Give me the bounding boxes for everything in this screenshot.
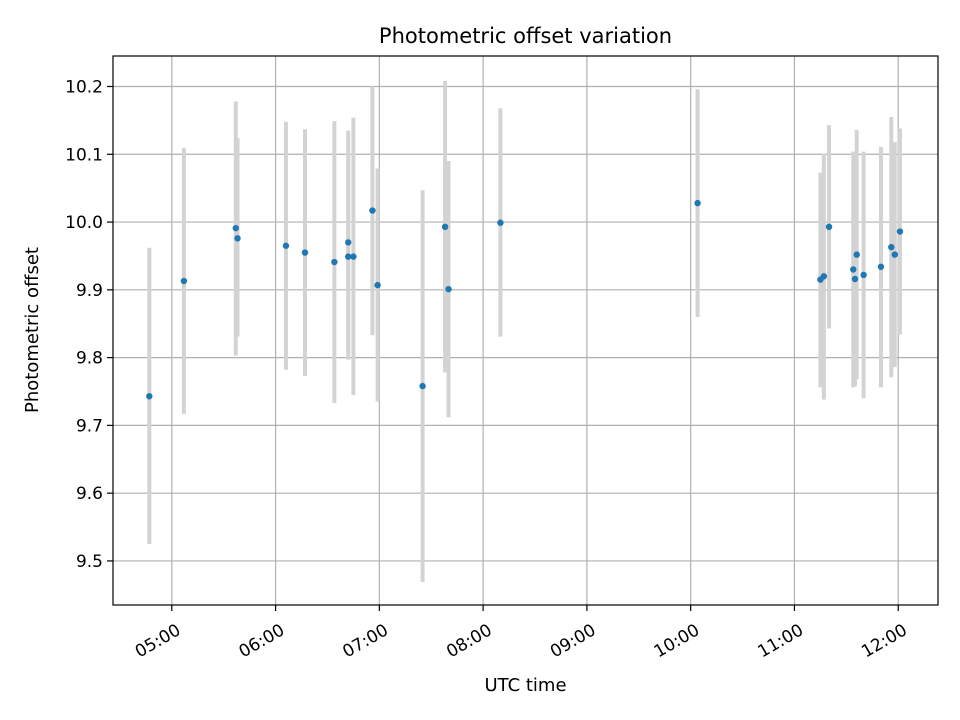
data-point xyxy=(850,266,857,273)
data-point xyxy=(374,281,381,289)
data-point xyxy=(860,271,867,279)
y-tick-label: 10.1 xyxy=(65,145,103,165)
y-axis-title: Photometric offset xyxy=(22,247,43,413)
data-point xyxy=(345,239,352,246)
y-tick-label: 9.8 xyxy=(76,349,103,369)
y-tick-label: 10.0 xyxy=(65,213,103,233)
plot-frame xyxy=(112,55,939,606)
data-point xyxy=(146,393,153,400)
data-point xyxy=(369,207,376,214)
data-point xyxy=(445,285,452,293)
data-point xyxy=(331,258,338,266)
y-tick-label: 10.2 xyxy=(65,78,103,98)
data-point xyxy=(441,223,449,230)
data-point xyxy=(419,382,426,390)
data-point xyxy=(888,243,895,251)
data-point xyxy=(232,224,239,232)
data-point xyxy=(851,275,859,283)
y-tick-label: 9.9 xyxy=(76,281,103,301)
data-point xyxy=(497,219,504,226)
y-tick-label: 9.6 xyxy=(76,484,103,504)
data-point xyxy=(825,223,833,230)
data-point xyxy=(820,273,828,280)
y-axis: 9.5 9.6 9.7 9.8 9.9 10.0 10.1 10.2 xyxy=(65,78,113,572)
y-tick-label: 9.5 xyxy=(76,552,103,572)
data-point xyxy=(891,251,898,258)
data-point xyxy=(301,249,309,256)
chart-title: Photometric offset variation xyxy=(379,24,672,48)
data-point xyxy=(877,263,885,270)
data-point xyxy=(350,253,357,260)
data-point xyxy=(345,253,352,260)
data-points xyxy=(146,199,904,400)
data-point xyxy=(853,251,860,258)
x-axis-title: UTC time xyxy=(484,675,566,696)
data-point xyxy=(896,228,904,235)
y-tick-label: 9.7 xyxy=(76,416,103,436)
data-point xyxy=(694,199,701,207)
grid xyxy=(113,56,938,605)
data-point xyxy=(234,235,241,242)
data-point xyxy=(180,277,188,285)
data-point xyxy=(282,242,290,249)
